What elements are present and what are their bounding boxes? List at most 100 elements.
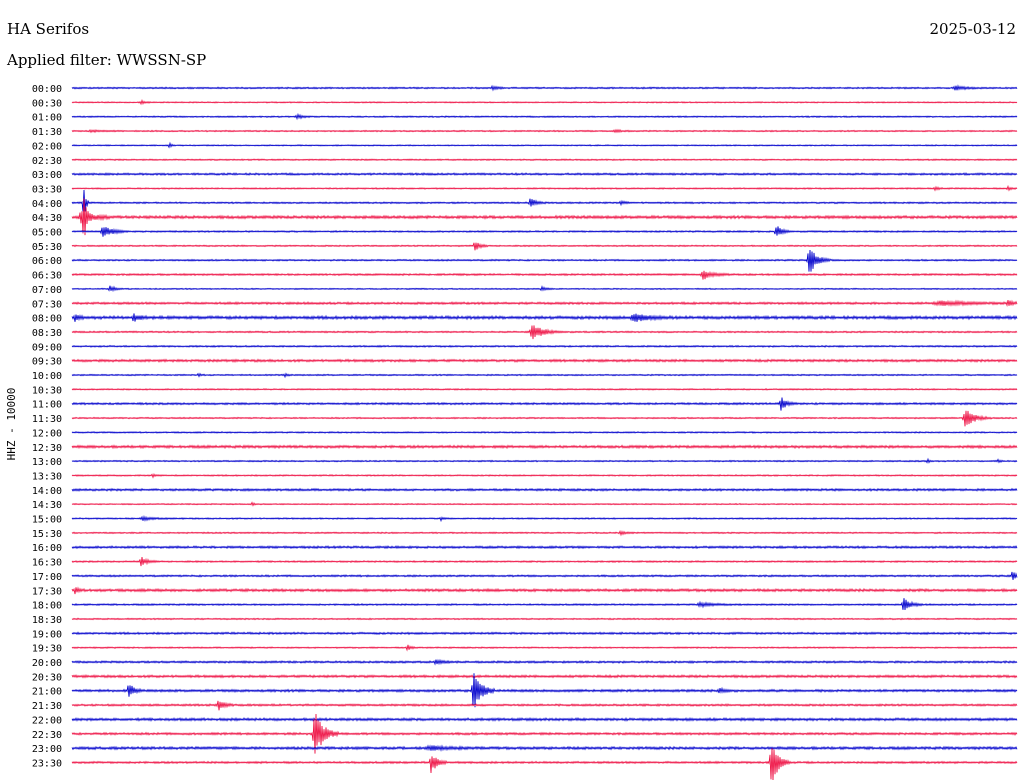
time-label: 09:00 — [32, 342, 62, 353]
trace-line — [71, 529, 1018, 537]
trace-line — [71, 658, 1018, 666]
trace-line — [71, 372, 1018, 379]
time-label: 11:00 — [32, 400, 62, 411]
station-title: HA Serifos — [7, 20, 90, 38]
trace-line — [71, 586, 1018, 595]
trace-line — [71, 457, 1018, 464]
trace-line — [71, 617, 1018, 621]
trace-line — [71, 158, 1018, 162]
trace-line — [71, 242, 1018, 251]
filter-label: Applied filter: WWSSN-SP — [7, 51, 207, 69]
time-label: 17:00 — [32, 572, 62, 583]
time-label: 22:00 — [32, 715, 62, 726]
time-label: 12:30 — [32, 443, 62, 454]
trace-line — [71, 410, 1018, 427]
time-label: 00:00 — [32, 84, 62, 95]
time-label: 14:00 — [32, 486, 62, 497]
time-label: 03:30 — [32, 184, 62, 195]
trace-line — [71, 748, 1018, 780]
time-label: 15:00 — [32, 515, 62, 526]
time-label: 14:30 — [32, 500, 62, 511]
trace-line — [71, 128, 1018, 134]
trace-line — [71, 285, 1018, 293]
time-label: 20:00 — [32, 658, 62, 669]
trace-line — [71, 501, 1018, 507]
time-label: 00:30 — [32, 98, 62, 109]
trace-line — [71, 571, 1018, 580]
time-label: 01:30 — [32, 127, 62, 138]
trace-line — [71, 299, 1018, 307]
trace-line — [71, 487, 1018, 492]
time-label: 23:00 — [32, 744, 62, 755]
time-label: 13:00 — [32, 457, 62, 468]
trace-line — [71, 744, 1018, 752]
time-label: 06:00 — [32, 256, 62, 267]
trace-rows: 00:00 00:30 01:00 01:30 02:00 02:30 03:00 03:30… — [32, 84, 1018, 780]
time-label: 07:30 — [32, 299, 62, 310]
time-label: 01:00 — [32, 113, 62, 124]
time-label: 02:30 — [32, 156, 62, 167]
trace-line — [71, 700, 1018, 711]
time-label: 22:30 — [32, 730, 62, 741]
trace-line — [71, 472, 1018, 479]
trace-line — [71, 387, 1018, 391]
trace-line — [71, 249, 1018, 272]
trace-line — [71, 313, 1018, 322]
trace-line — [71, 444, 1018, 450]
time-label: 20:30 — [32, 672, 62, 683]
time-label: 16:00 — [32, 543, 62, 554]
time-label: 21:30 — [32, 701, 62, 712]
time-label: 23:30 — [32, 758, 62, 769]
trace-line — [71, 112, 1018, 121]
time-label: 09:30 — [32, 357, 62, 368]
time-label: 07:00 — [32, 285, 62, 296]
trace-line — [71, 557, 1018, 567]
trace-line — [71, 344, 1018, 348]
time-label: 18:30 — [32, 615, 62, 626]
time-label: 16:30 — [32, 558, 62, 569]
trace-line — [71, 184, 1018, 192]
trace-line — [71, 713, 1018, 754]
trace-line — [71, 545, 1018, 550]
trace-line — [71, 631, 1018, 636]
trace-line — [71, 325, 1018, 340]
time-label: 05:00 — [32, 228, 62, 239]
time-label: 19:30 — [32, 644, 62, 655]
y-axis-label: HHZ - 10000 — [5, 388, 18, 461]
trace-line — [71, 172, 1018, 177]
time-label: 04:00 — [32, 199, 62, 210]
trace-line — [71, 673, 1018, 708]
trace-line — [71, 430, 1018, 434]
time-label: 13:30 — [32, 471, 62, 482]
trace-line — [71, 99, 1018, 106]
time-label: 11:30 — [32, 414, 62, 425]
time-label: 15:30 — [32, 529, 62, 540]
trace-line — [71, 226, 1018, 237]
time-label: 10:00 — [32, 371, 62, 382]
time-label: 19:00 — [32, 629, 62, 640]
trace-line — [71, 198, 1018, 236]
time-label: 08:00 — [32, 314, 62, 325]
trace-line — [71, 189, 1018, 212]
time-label: 03:00 — [32, 170, 62, 181]
time-label: 17:30 — [32, 586, 62, 597]
trace-line — [71, 598, 1018, 611]
trace-line — [71, 141, 1018, 149]
time-label: 04:30 — [32, 213, 62, 224]
trace-line — [71, 270, 1018, 280]
time-label: 10:30 — [32, 385, 62, 396]
trace-line — [71, 514, 1018, 523]
time-label: 02:00 — [32, 141, 62, 152]
time-label: 08:30 — [32, 328, 62, 339]
time-label: 21:00 — [32, 687, 62, 698]
trace-line — [71, 397, 1018, 411]
time-label: 18:00 — [32, 601, 62, 612]
trace-line — [71, 644, 1018, 652]
date-label: 2025-03-12 — [929, 20, 1016, 38]
time-label: 12:00 — [32, 428, 62, 439]
trace-line — [71, 674, 1018, 679]
trace-line — [71, 84, 1018, 92]
time-label: 05:30 — [32, 242, 62, 253]
trace-line — [71, 716, 1018, 722]
